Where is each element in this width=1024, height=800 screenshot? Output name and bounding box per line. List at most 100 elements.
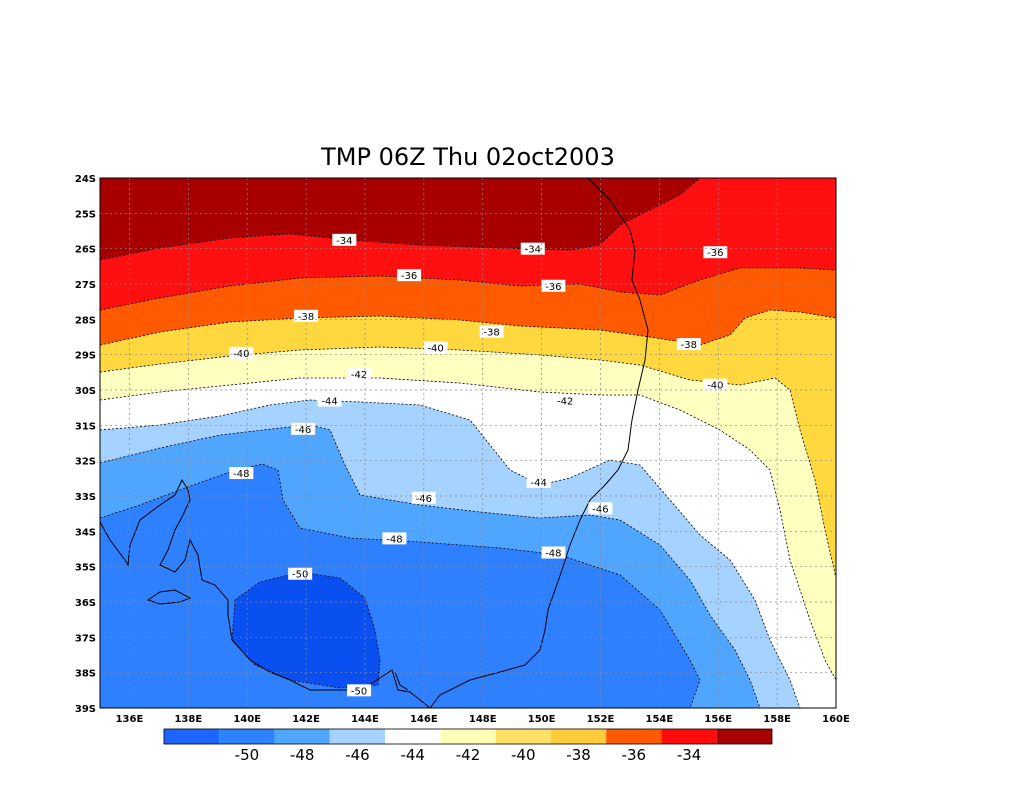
- svg-text:-42: -42: [557, 397, 573, 408]
- colorbar-label: -44: [400, 746, 425, 764]
- y-tick-label: 38S: [75, 669, 96, 680]
- x-tick-label: 150E: [528, 714, 556, 725]
- colorbar-label: -38: [566, 746, 591, 764]
- y-tick-label: 32S: [75, 457, 96, 468]
- colorbar-label: -36: [622, 746, 647, 764]
- svg-text:-50: -50: [292, 570, 308, 581]
- x-tick-label: 144E: [351, 714, 379, 725]
- contour-label: -40: [229, 346, 254, 360]
- contour-label: -36: [397, 269, 422, 282]
- contour-label: -42: [553, 394, 578, 408]
- colorbar-swatch: [385, 729, 441, 744]
- colorbar-swatch: [606, 729, 662, 744]
- contour-label: -48: [382, 532, 407, 545]
- x-tick-label: 142E: [292, 714, 320, 725]
- x-tick-label: 156E: [704, 714, 732, 725]
- contour-label: -38: [294, 309, 319, 323]
- colorbar-swatch: [164, 729, 220, 744]
- y-tick-label: 28S: [75, 315, 96, 326]
- x-tick-label: 136E: [116, 714, 144, 725]
- svg-text:-36: -36: [545, 282, 561, 293]
- contour-label: -50: [347, 684, 372, 697]
- y-tick-label: 33S: [75, 492, 96, 503]
- contour-label: -38: [676, 338, 701, 351]
- svg-text:-34: -34: [336, 236, 352, 247]
- plot-frame: [99, 177, 837, 709]
- y-tick-label: 39S: [75, 704, 96, 715]
- colorbar-swatch: [550, 729, 607, 744]
- svg-text:-48: -48: [386, 534, 402, 545]
- chart-title: TMP 06Z Thu 02oct2003: [320, 143, 615, 171]
- colorbar-label: -46: [345, 746, 370, 764]
- x-axis: 136E 138E 140E 142E 144E 146E 148E 150E 152E 154E…: [116, 714, 850, 725]
- y-tick-label: 25S: [75, 209, 96, 220]
- svg-text:-44: -44: [321, 397, 337, 408]
- contour-label: -46: [291, 422, 316, 436]
- y-tick-label: 37S: [75, 633, 96, 644]
- contour-label: -50: [288, 567, 313, 581]
- contour-label: -48: [541, 546, 566, 560]
- contour-label: -40: [423, 341, 448, 355]
- svg-text:-40: -40: [707, 381, 723, 392]
- svg-text:-34: -34: [525, 245, 541, 256]
- colorbar-swatch: [440, 729, 496, 744]
- colorbar-swatch: [329, 729, 386, 744]
- colorbar-label: -42: [456, 746, 481, 764]
- svg-text:-38: -38: [298, 312, 314, 323]
- svg-text:-38: -38: [681, 340, 697, 351]
- contour-label: -42: [347, 368, 372, 381]
- y-axis: 24S 25S 26S 27S 28S 29S 30S 31S 32S 33S 34S 35S 36S 3…: [75, 174, 96, 715]
- colorbar-swatch: [219, 729, 275, 744]
- svg-text:-40: -40: [427, 344, 443, 355]
- y-tick-label: 35S: [75, 563, 96, 574]
- contour-label: -38: [479, 325, 504, 339]
- colorbar-label: -50: [235, 746, 260, 764]
- colorbar-swatch: [661, 729, 717, 744]
- y-tick-label: 29S: [75, 351, 96, 362]
- svg-text:-50: -50: [351, 686, 367, 697]
- svg-text:-44: -44: [530, 478, 546, 489]
- y-tick-label: 24S: [75, 174, 96, 185]
- contour-label: -44: [317, 394, 342, 408]
- x-tick-label: 160E: [822, 714, 850, 725]
- contour-label: -36: [703, 246, 728, 259]
- contour-label: -36: [541, 279, 566, 293]
- band-neg40-neg38: [100, 310, 836, 578]
- svg-text:-38: -38: [483, 328, 499, 339]
- x-tick-label: 154E: [646, 714, 674, 725]
- contour-label: -34: [520, 242, 545, 256]
- colorbar-frame: [163, 728, 773, 745]
- svg-text:-42: -42: [351, 370, 367, 381]
- band-gt-neg34: [100, 178, 700, 260]
- x-tick-label: 158E: [763, 714, 791, 725]
- contour-label: -34: [332, 233, 357, 247]
- colorbar-swatch: [716, 729, 772, 744]
- x-tick-label: 152E: [587, 714, 615, 725]
- x-tick-label: 138E: [174, 714, 202, 725]
- band-neg48-neg46: [100, 425, 760, 708]
- colorbar-label: -40: [511, 746, 536, 764]
- y-tick-label: 31S: [75, 421, 96, 432]
- x-tick-label: 140E: [233, 714, 261, 725]
- svg-text:-46: -46: [295, 425, 311, 436]
- colorbar-label: -34: [677, 746, 702, 764]
- svg-text:-36: -36: [401, 271, 417, 282]
- contour-label: -48: [229, 467, 254, 480]
- colorbar-swatch: [495, 729, 551, 744]
- y-tick-label: 27S: [75, 280, 96, 291]
- band-neg42-neg40: [100, 347, 836, 680]
- y-tick-label: 36S: [75, 598, 96, 609]
- y-tick-label: 30S: [75, 386, 96, 397]
- y-tick-label: 26S: [75, 245, 96, 256]
- colorbar: -50 -48 -46 -44 -42 -40 -38 -36 -34: [163, 728, 773, 764]
- colorbar-swatch: [274, 729, 330, 744]
- band-neg46-neg44: [100, 400, 800, 708]
- contour-label: -44: [526, 475, 551, 489]
- contour-labels: -34 -34 -36 -36 -36 -38 -38 -38 -40 -40 -40 -42 -42 -…: [229, 233, 728, 697]
- svg-text:-36: -36: [707, 248, 723, 259]
- colorbar-label: -48: [290, 746, 315, 764]
- y-tick-label: 34S: [75, 527, 96, 538]
- svg-text:-48: -48: [545, 549, 561, 560]
- contour-label: -40: [703, 378, 728, 392]
